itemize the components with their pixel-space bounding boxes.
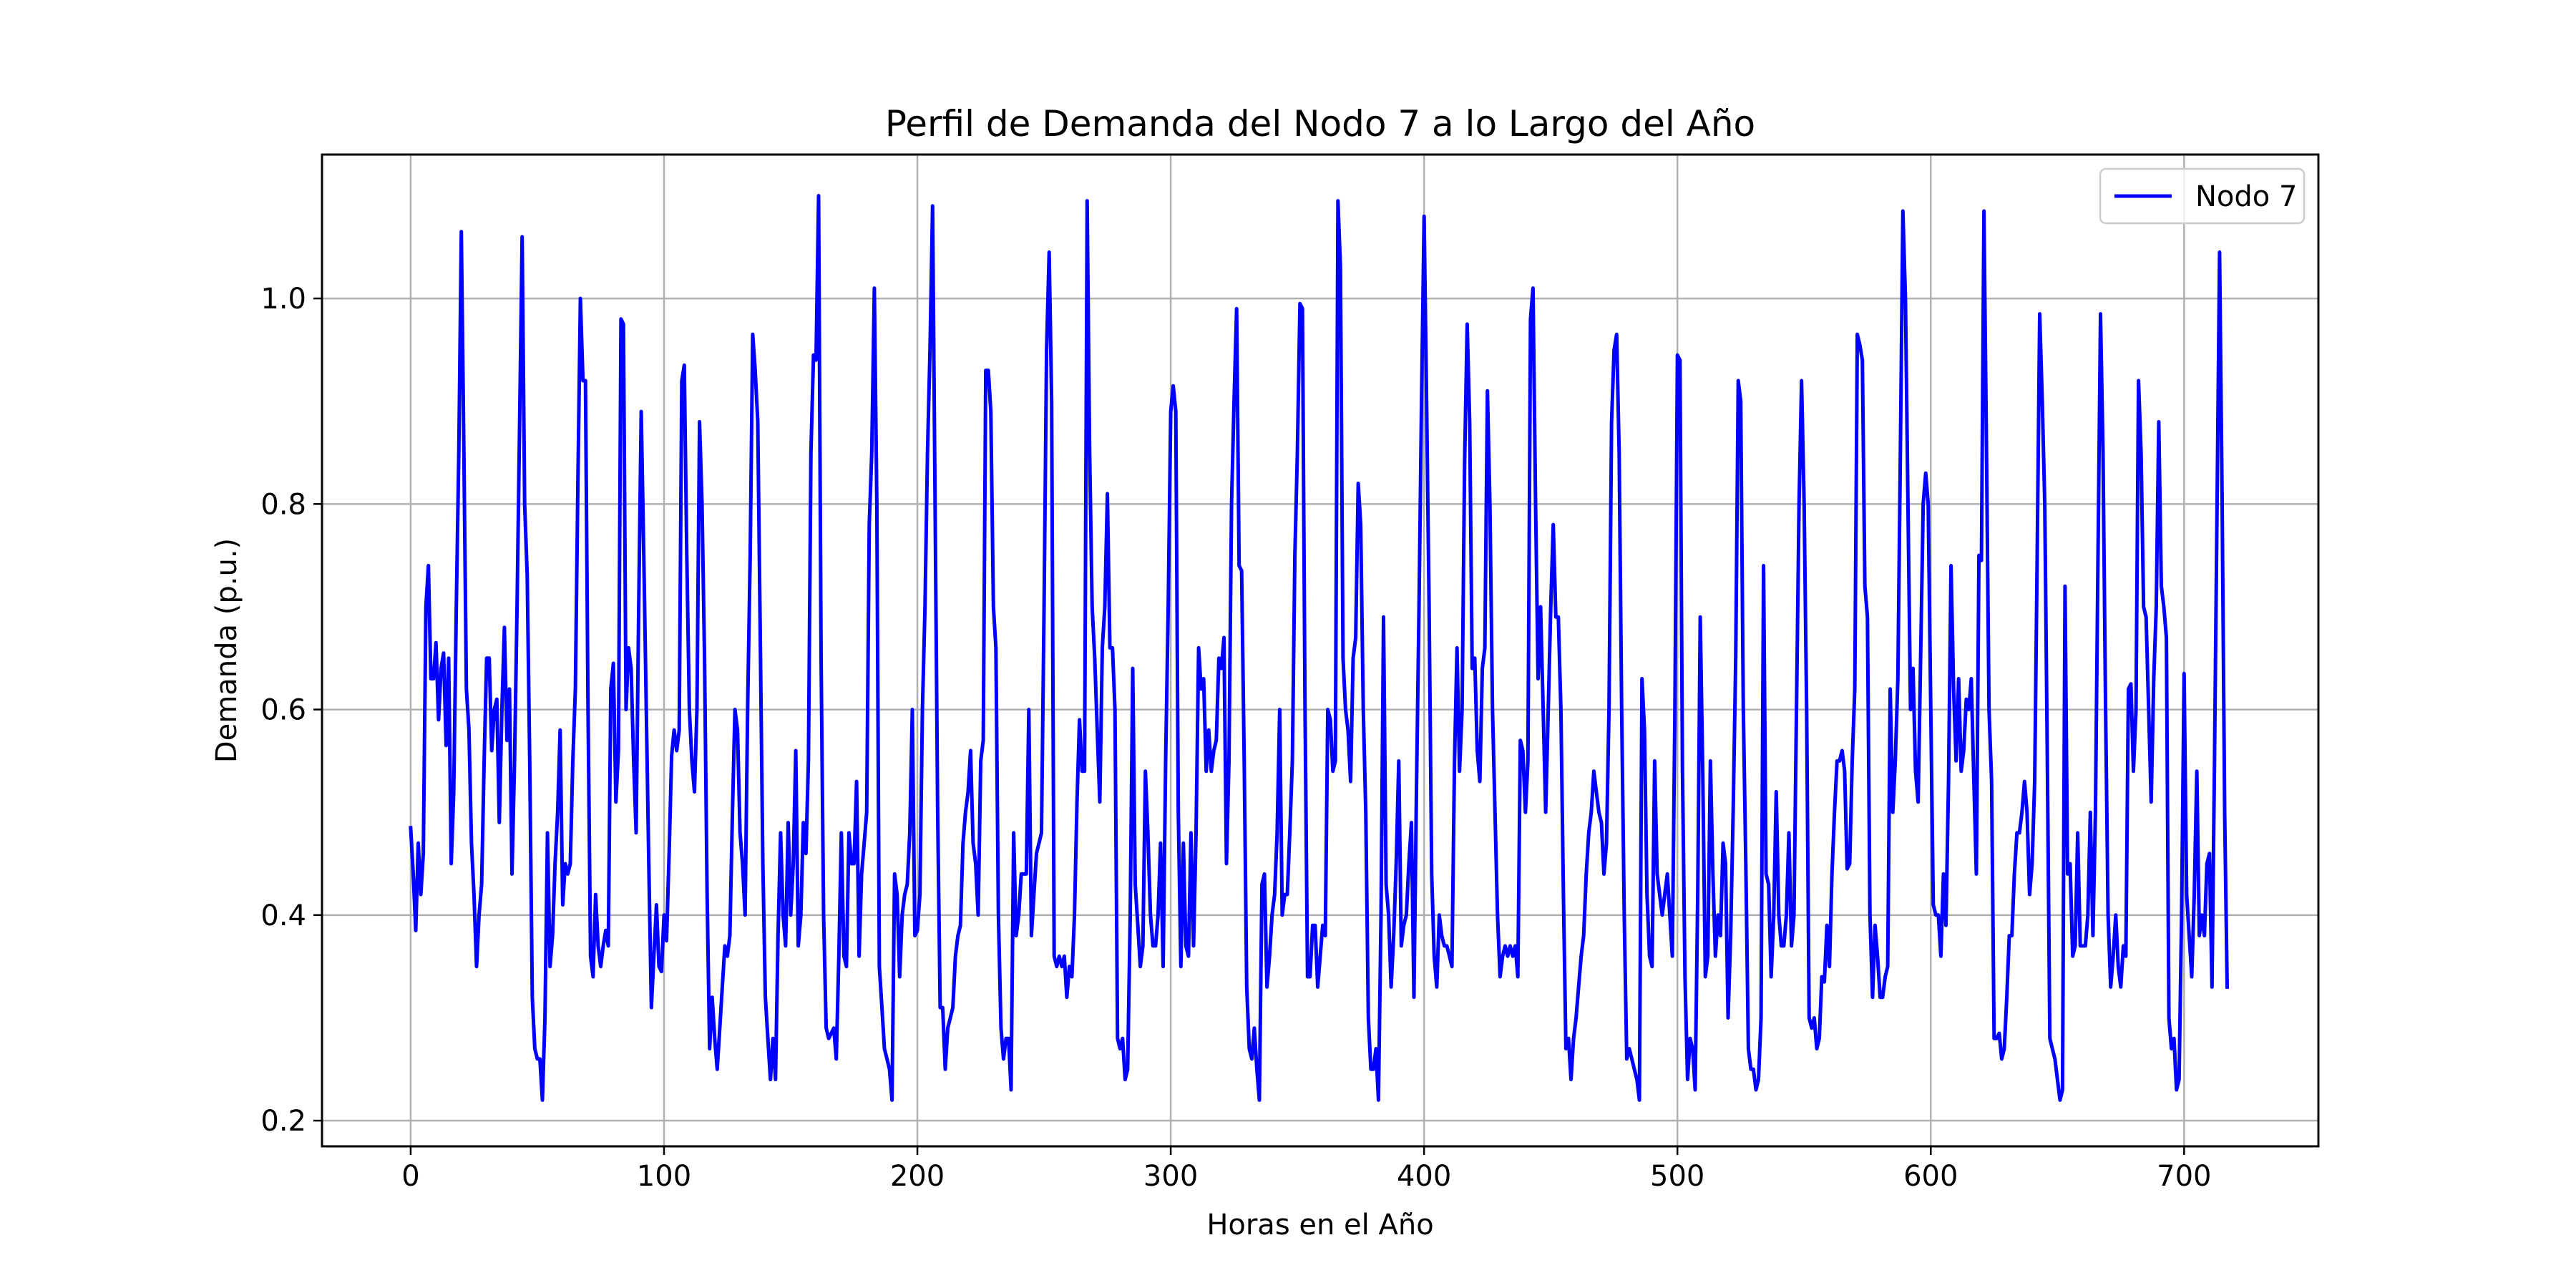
plot-area-background	[322, 155, 2318, 1146]
x-tick-label: 700	[2157, 1160, 2211, 1193]
x-tick-label: 300	[1143, 1160, 1198, 1193]
y-tick-label: 0.6	[260, 694, 306, 727]
series-layer	[409, 194, 2230, 1102]
x-tick-label: 400	[1397, 1160, 1451, 1193]
x-tick-label: 0	[401, 1160, 419, 1193]
legend: Nodo 7	[2099, 167, 2306, 225]
legend-label-nodo-7: Nodo 7	[2195, 180, 2297, 213]
legend-box	[2099, 167, 2306, 225]
x-tick-label: 600	[1903, 1160, 1958, 1193]
y-tick-label: 0.4	[260, 899, 306, 932]
chart-title: Perfil de Demanda del Nodo 7 a lo Largo …	[885, 103, 1755, 145]
x-tick-label: 200	[890, 1160, 945, 1193]
x-axis-ticks: 0 100 200 300 400 500 600 700	[401, 1146, 2212, 1193]
grid	[322, 155, 2318, 1146]
series-line-nodo-7	[409, 194, 2230, 1102]
plot-frame	[321, 153, 2320, 1148]
y-tick-label: 1.0	[260, 283, 306, 316]
x-tick-label: 100	[637, 1160, 691, 1193]
x-axis-label: Horas en el Año	[1206, 1209, 1433, 1241]
y-tick-label: 0.2	[260, 1105, 306, 1138]
y-axis-ticks: 0.2 0.4 0.6 0.8 1.0	[260, 283, 322, 1138]
y-axis-label: Demanda (p.u.)	[210, 538, 243, 763]
y-tick-label: 0.8	[260, 488, 306, 521]
x-tick-label: 500	[1650, 1160, 1704, 1193]
